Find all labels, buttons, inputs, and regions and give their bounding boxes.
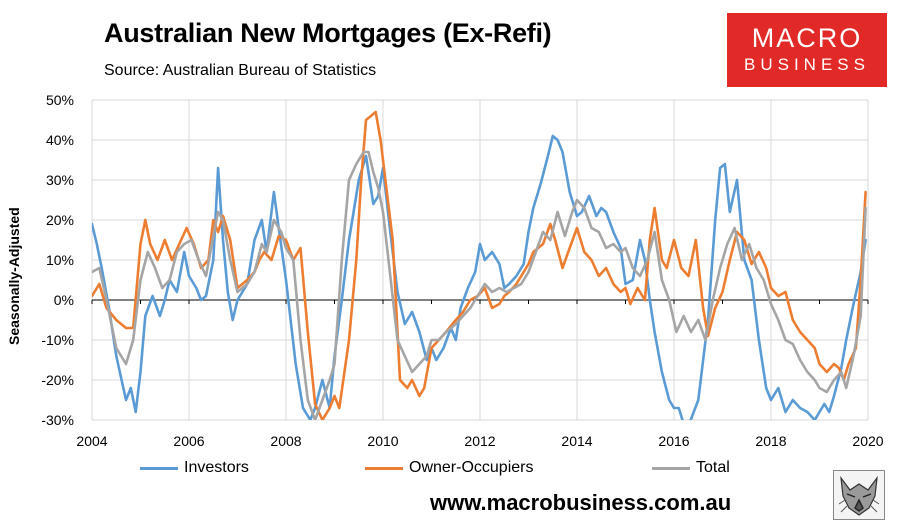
x-tick-label: 2004 xyxy=(76,433,107,449)
x-tick-label: 2020 xyxy=(852,433,883,449)
y-tick-label: -20% xyxy=(41,372,74,388)
x-tick-label: 2006 xyxy=(173,433,204,449)
y-tick-label: 10% xyxy=(46,252,74,268)
owner-occupiers-line xyxy=(92,110,867,420)
chart-subtitle: Source: Australian Bureau of Statistics xyxy=(104,62,377,79)
y-tick-label: 0% xyxy=(54,292,74,308)
x-tick-label: 2012 xyxy=(464,433,495,449)
wolf-emblem-icon xyxy=(833,470,885,520)
legend-item-total: Total xyxy=(652,458,730,478)
legend-label-owner-occupiers: Owner-Occupiers xyxy=(409,459,534,476)
y-tick-label: -30% xyxy=(41,412,74,428)
website-url: www.macrobusiness.com.au xyxy=(430,490,732,515)
x-tick-label: 2016 xyxy=(658,433,689,449)
mortgage-line-chart: -30% -20% -10% 0% 10% 20% 30% 40% 50% 2004 2006 200… xyxy=(41,92,883,449)
legend-swatch-total xyxy=(652,466,690,470)
legend-swatch-investors xyxy=(140,466,178,470)
chart-title: Australian New Mortgages (Ex-Refi) xyxy=(104,18,552,48)
logo-line-business: BUSINESS xyxy=(744,55,870,74)
y-tick-label: -10% xyxy=(41,332,74,348)
x-tick-label: 2018 xyxy=(755,433,786,449)
legend-swatch-owner-occupiers xyxy=(365,466,403,470)
x-tick-label: 2008 xyxy=(270,433,301,449)
logo-line-macro: MACRO xyxy=(751,23,863,53)
y-tick-label: 40% xyxy=(46,132,74,148)
chart-legend: Investors Owner-Occupiers Total xyxy=(0,458,902,478)
legend-item-owner-occupiers: Owner-Occupiers xyxy=(365,458,533,478)
macrobusiness-logo: MACRO BUSINESS xyxy=(727,13,887,87)
y-tick-label: 50% xyxy=(46,92,74,108)
y-tick-label: 20% xyxy=(46,212,74,228)
y-tick-label: 30% xyxy=(46,172,74,188)
legend-label-investors: Investors xyxy=(184,459,249,476)
x-tick-label: 2014 xyxy=(561,433,592,449)
x-tick-label: 2010 xyxy=(367,433,398,449)
total-line xyxy=(92,150,867,420)
legend-item-investors: Investors xyxy=(140,458,249,478)
legend-label-total: Total xyxy=(696,459,730,476)
